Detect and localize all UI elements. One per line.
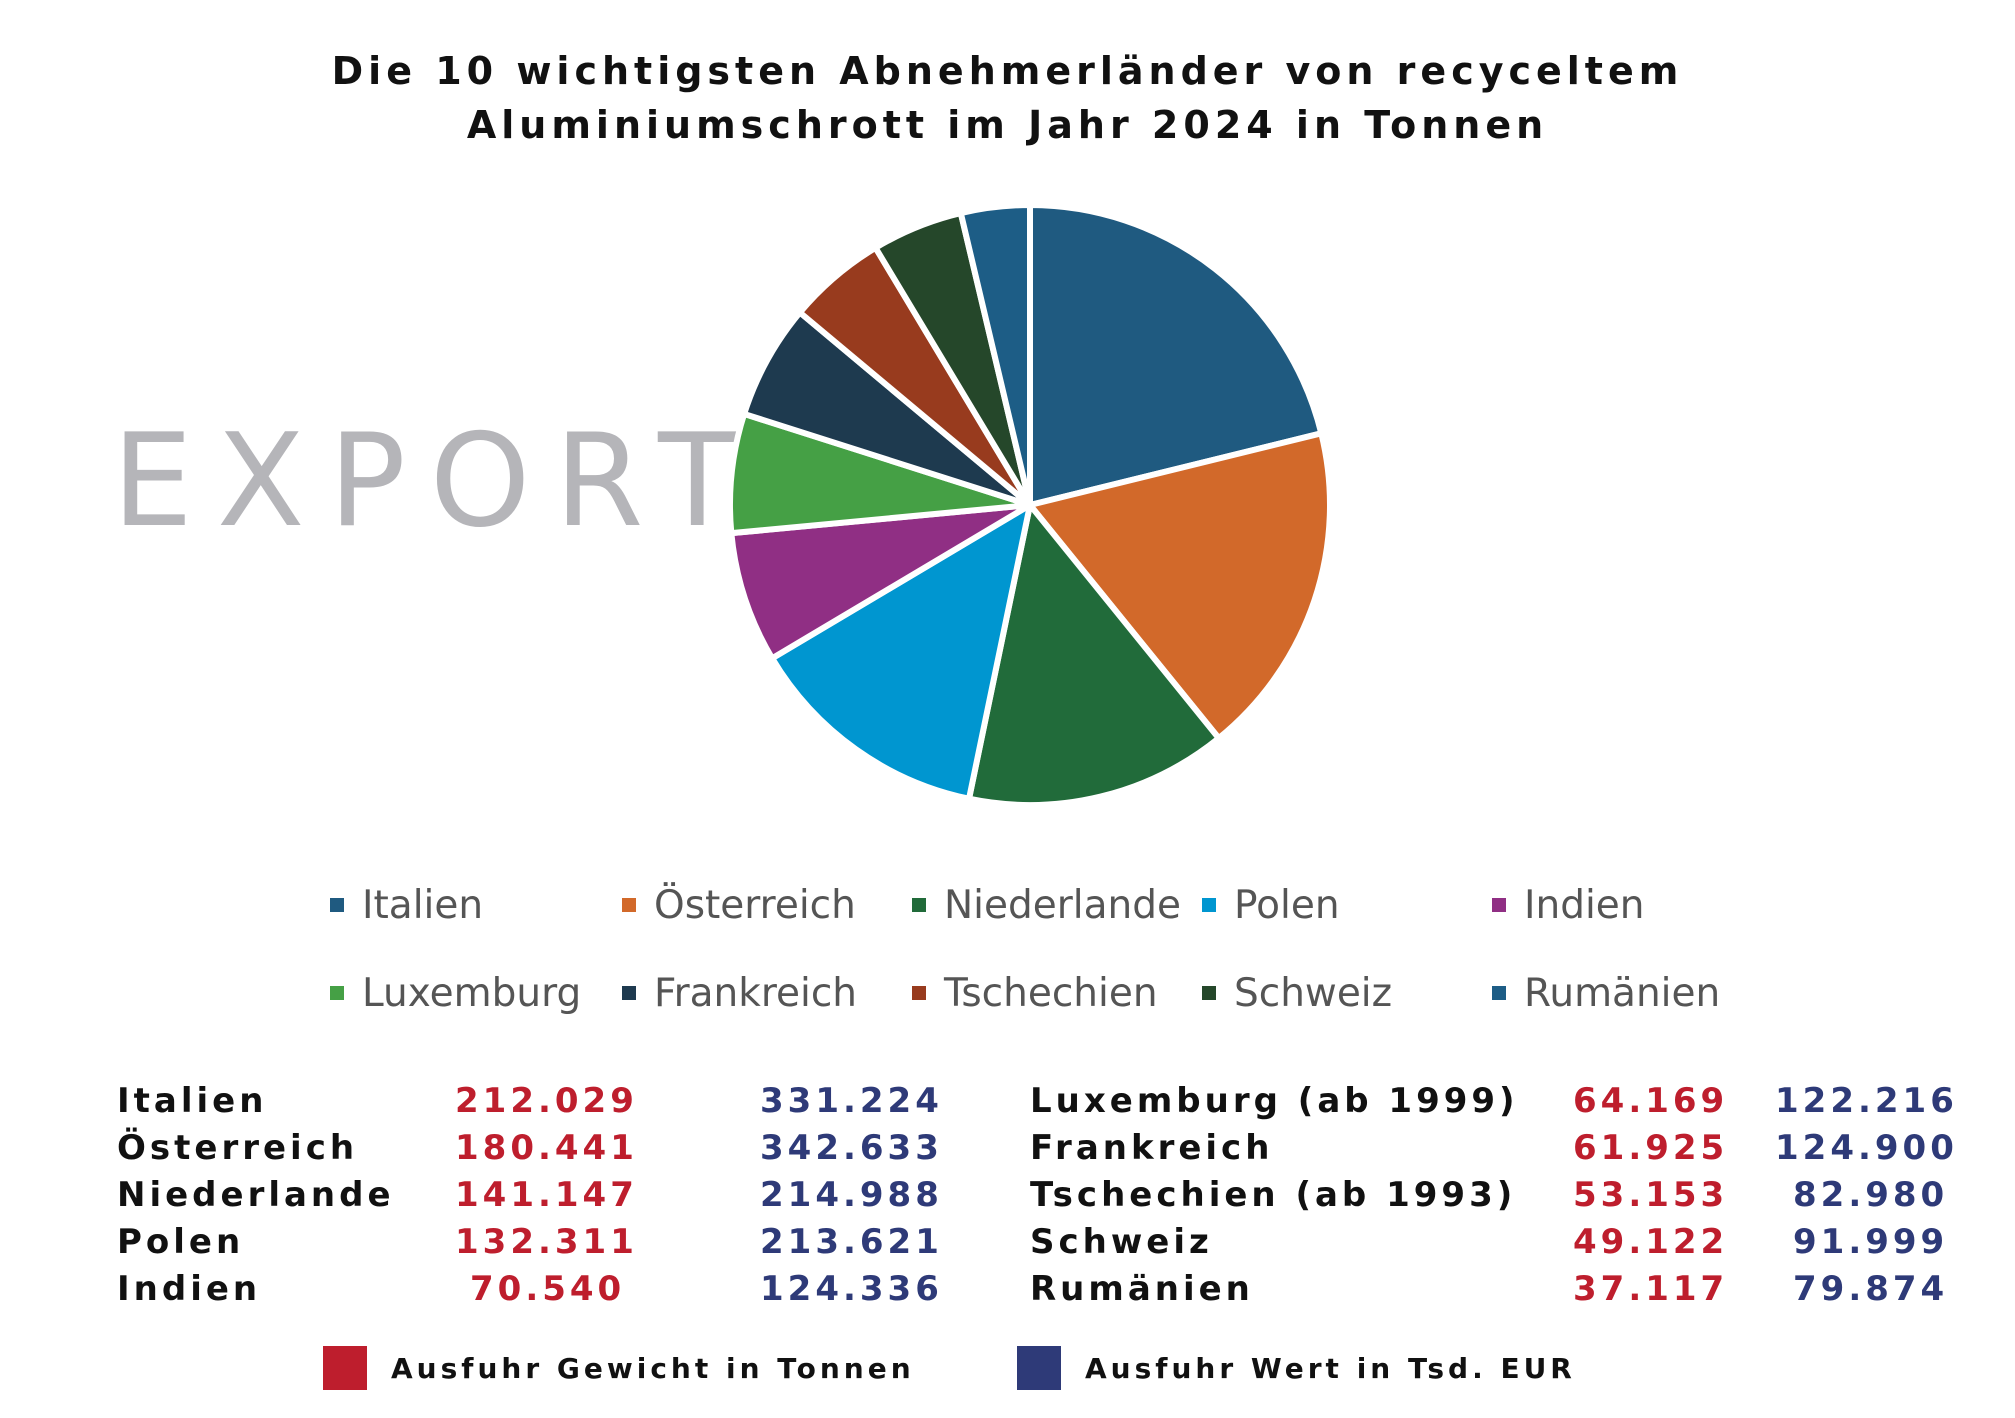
legend-swatch (622, 898, 636, 912)
table-row-weight: 132.311 (455, 1222, 638, 1262)
legend-item-niederlande: Niederlande (912, 880, 1181, 930)
table-row-name: Niederlande (117, 1175, 395, 1215)
table-row-name: Italien (117, 1081, 268, 1121)
legend-swatch (912, 898, 926, 912)
table-row-value: 331.224 (760, 1081, 943, 1121)
legend-label: Polen (1234, 882, 1340, 928)
legend-label: Rumänien (1524, 970, 1721, 1016)
legend-label: Schweiz (1234, 970, 1393, 1016)
table-row-name: Österreich (117, 1128, 359, 1168)
table-row-weight: 70.540 (470, 1269, 626, 1309)
table-row-value: 124.900 (1775, 1128, 1958, 1168)
table-row-weight: 53.153 (1573, 1175, 1729, 1215)
key-weight: Ausfuhr Gewicht in Tonnen (323, 1345, 915, 1391)
table-row-weight: 64.169 (1573, 1081, 1729, 1121)
legend-swatch (1202, 898, 1216, 912)
table-row-name: Polen (117, 1222, 245, 1262)
legend-item-schweiz: Schweiz (1202, 968, 1392, 1018)
table-row-name: Luxemburg (ab 1999) (1030, 1081, 1519, 1121)
table-row-weight: 180.441 (455, 1128, 638, 1168)
legend-item-rumaenien: Rumänien (1492, 968, 1720, 1018)
legend-item-tschechien: Tschechien (912, 968, 1158, 1018)
table-row-value: 342.633 (760, 1128, 943, 1168)
legend-swatch (622, 986, 636, 1000)
legend-item-frankreich: Frankreich (622, 968, 857, 1018)
legend-swatch (330, 986, 344, 1000)
table-row-value: 122.216 (1775, 1081, 1958, 1121)
pie-slice-indien (728, 502, 1033, 662)
legend-swatch (1492, 986, 1506, 1000)
table-row-weight: 49.122 (1573, 1222, 1729, 1262)
legend-label: Tschechien (944, 970, 1158, 1016)
legend-item-luxemburg: Luxemburg (330, 968, 581, 1018)
legend-swatch (330, 898, 344, 912)
legend-swatch (1202, 986, 1216, 1000)
legend-swatch (912, 986, 926, 1000)
legend-item-polen: Polen (1202, 880, 1340, 930)
table-row-weight: 37.117 (1573, 1269, 1729, 1309)
key-weight-swatch (323, 1346, 367, 1390)
chart-legend: Italien Österreich Niederlande Polen Ind… (330, 880, 1770, 1060)
legend-label: Indien (1524, 882, 1645, 928)
key-value-label: Ausfuhr Wert in Tsd. EUR (1085, 1351, 1576, 1385)
key-weight-label: Ausfuhr Gewicht in Tonnen (391, 1351, 915, 1385)
chart-title-line-1: Die 10 wichtigsten Abnehmerländer von re… (331, 49, 1684, 93)
key-value: Ausfuhr Wert in Tsd. EUR (1017, 1345, 1576, 1391)
table-row-value: 91.999 (1793, 1222, 1949, 1262)
legend-item-oesterreich: Österreich (622, 880, 856, 930)
table-row-value: 124.336 (760, 1269, 943, 1309)
legend-label: Niederlande (944, 882, 1181, 928)
table-row-value: 82.980 (1793, 1175, 1949, 1215)
pie-slice-italien (1027, 202, 1325, 508)
legend-swatch (1492, 898, 1506, 912)
pie-chart (727, 202, 1333, 808)
legend-label: Luxemburg (362, 970, 582, 1016)
export-side-label: EXPORT (112, 407, 761, 556)
table-row-name: Rumänien (1030, 1269, 1254, 1309)
table-row-name: Indien (117, 1269, 262, 1309)
table-row-value: 214.988 (760, 1175, 943, 1215)
table-row-weight: 212.029 (455, 1081, 638, 1121)
table-row-name: Schweiz (1030, 1222, 1213, 1262)
chart-title-line-2: Aluminiumschrott im Jahr 2024 in Tonnen (466, 103, 1549, 147)
chart-title: Die 10 wichtigsten Abnehmerländer von re… (0, 44, 2015, 152)
pie-slice-polen (769, 502, 1033, 802)
legend-label: Frankreich (654, 970, 857, 1016)
legend-item-indien: Indien (1492, 880, 1645, 930)
data-table: Italien 212.029 331.224 Österreich 180.4… (0, 1078, 2015, 1318)
key-value-swatch (1017, 1346, 1061, 1390)
pie-slice-österreich (1027, 430, 1333, 742)
table-row-name: Tschechien (ab 1993) (1030, 1175, 1517, 1215)
table-row-weight: 61.925 (1573, 1128, 1729, 1168)
pie-slice-rumänien (957, 202, 1033, 508)
legend-label: Italien (362, 882, 484, 928)
legend-label: Österreich (654, 882, 856, 928)
table-row-value: 213.621 (760, 1222, 943, 1262)
table-row-weight: 141.147 (455, 1175, 638, 1215)
legend-item-italien: Italien (330, 880, 483, 930)
table-row-value: 79.874 (1793, 1269, 1949, 1309)
table-row-name: Frankreich (1030, 1128, 1274, 1168)
pie-slice-niederlande (966, 502, 1222, 808)
